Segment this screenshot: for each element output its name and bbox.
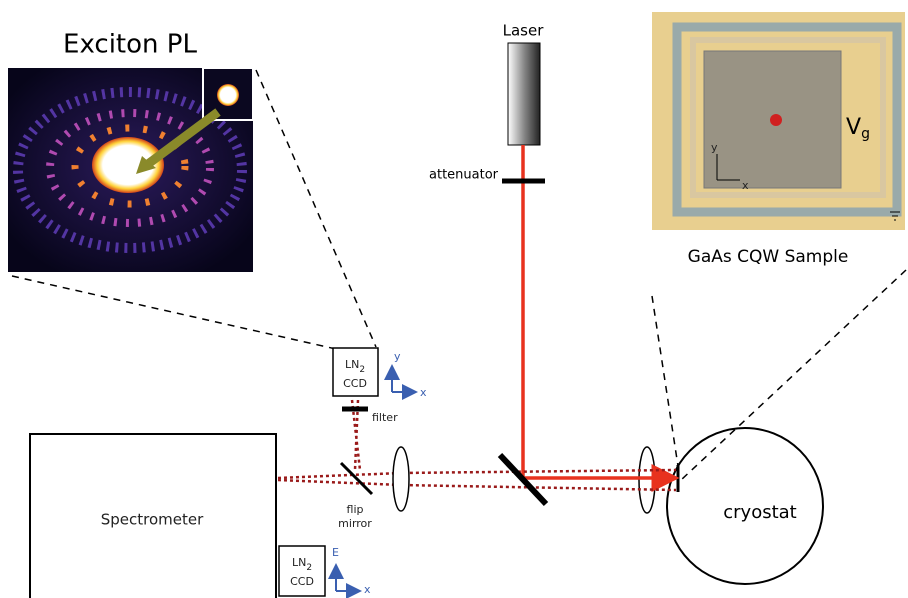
- flip-mirror: [339, 461, 374, 496]
- axis-label: y: [711, 141, 718, 154]
- attenuator-label: attenuator: [429, 168, 499, 183]
- gate-label: Vg: [846, 115, 870, 142]
- cryostat-label: cryostat: [723, 502, 797, 523]
- zoom-line: [651, 295, 679, 467]
- spectrometer-label: Spectrometer: [101, 511, 204, 529]
- ccd-label: CCD: [343, 377, 367, 390]
- zoom-line: [11, 275, 337, 350]
- pl-title: Exciton PL: [63, 30, 197, 60]
- axis-label: y: [394, 350, 401, 363]
- ccd: [332, 347, 379, 397]
- sample-caption: GaAs CQW Sample: [688, 247, 849, 267]
- lens: [392, 446, 410, 512]
- pl-image: [8, 67, 254, 272]
- zoom-line: [680, 269, 907, 481]
- axis-label: x: [364, 583, 371, 596]
- mirror: [497, 452, 549, 507]
- flip-label: flip: [347, 503, 364, 516]
- filter-label: filter: [372, 411, 398, 424]
- laser: [507, 42, 541, 146]
- laser-label: Laser: [503, 22, 545, 40]
- axis-label: x: [742, 179, 749, 192]
- ccd-label: LN2: [345, 358, 365, 375]
- flip-label: mirror: [338, 517, 372, 530]
- sample-image: [652, 12, 905, 230]
- ccd: [278, 545, 326, 597]
- ccd-label: CCD: [290, 575, 314, 588]
- axis-label: E: [332, 546, 339, 559]
- spectrometer: [29, 433, 277, 598]
- zoom-line: [255, 69, 377, 348]
- lens: [638, 446, 656, 514]
- cryostat: [666, 427, 824, 585]
- ccd-label: LN2: [292, 556, 312, 573]
- axis-label: x: [420, 386, 427, 399]
